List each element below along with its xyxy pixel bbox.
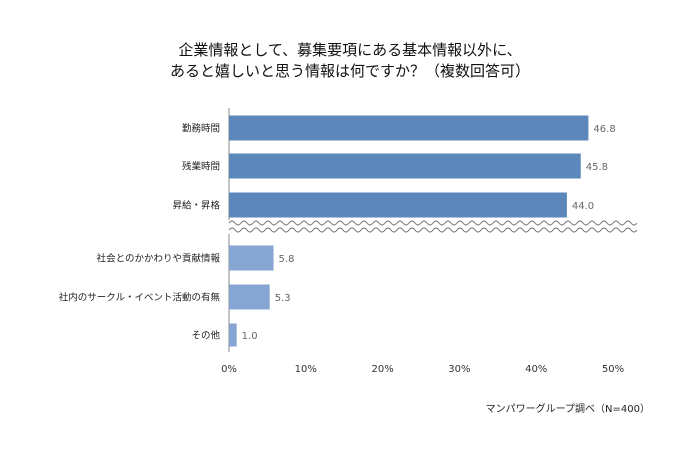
x-tick-label-1: 0% <box>221 364 237 375</box>
x-tick-label-5: 40% <box>525 364 547 375</box>
x-tick-label-6: 50% <box>602 364 624 375</box>
category-label-4: 社会とのかかわりや貢献情報 <box>97 253 221 265</box>
title-line-1: 企業情報として、募集要項にある基本情報以外に、 <box>178 41 522 59</box>
title-line-2: あると嬉しいと思う情報は何ですか？（複数回答可） <box>169 62 530 80</box>
category-label-3: 昇給・昇格 <box>172 200 220 212</box>
bar-2 <box>229 153 581 179</box>
value-label-5: 5.3 <box>275 293 291 304</box>
category-label-2: 残業時間 <box>182 161 220 173</box>
x-tick-label-2: 10% <box>295 364 317 375</box>
value-label-6: 1.0 <box>242 331 258 342</box>
category-label-5: 社内のサークル・イベント活動の有無 <box>59 292 221 304</box>
x-tick-label-3: 20% <box>371 364 393 375</box>
value-label-3: 44.0 <box>572 201 594 212</box>
bar-6 <box>229 323 237 347</box>
bar-3 <box>229 192 567 218</box>
value-label-2: 45.8 <box>586 162 608 173</box>
axis-break-line-lower <box>228 227 638 233</box>
bar-5 <box>229 284 270 310</box>
value-label-4: 5.8 <box>279 254 295 265</box>
x-tick-label-4: 30% <box>448 364 470 375</box>
source-note: マンパワーグループ調べ（N=400） <box>485 404 650 415</box>
chart-title: 企業情報として、募集要項にある基本情報以外に、 あると嬉しいと思う情報は何ですか… <box>0 40 700 82</box>
category-label-6: その他 <box>191 330 220 342</box>
value-label-1: 46.8 <box>593 124 615 135</box>
axis-break-line-upper <box>228 220 638 226</box>
category-label-1: 勤務時間 <box>182 123 220 135</box>
bar-4 <box>229 245 274 271</box>
bar-1 <box>229 115 589 141</box>
